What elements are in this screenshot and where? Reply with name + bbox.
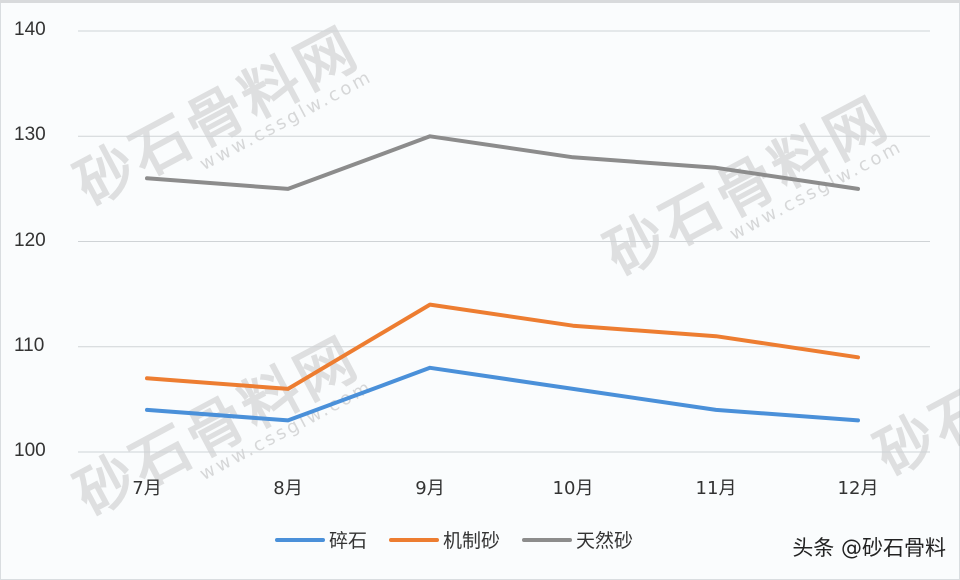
y-tick-label: 130: [14, 124, 46, 145]
y-tick-label: 110: [14, 335, 45, 356]
legend-item-natural-sand[interactable]: 天然砂: [522, 526, 633, 553]
x-tick-label: 9月: [415, 478, 445, 499]
y-tick-label: 120: [14, 230, 46, 251]
y-tick-label: 100: [14, 440, 46, 461]
series-line: [145, 302, 860, 391]
legend-swatch-icon: [275, 537, 325, 542]
legend-label: 碎石: [329, 530, 368, 552]
y-tick-label: 140: [14, 19, 46, 40]
source-credit: 头条 @砂石骨料: [792, 536, 946, 560]
chart-legend: 碎石 机制砂 天然砂: [275, 526, 633, 553]
series-line: [145, 365, 860, 423]
x-tick-label: 11月: [695, 478, 737, 499]
legend-label: 机制砂: [443, 530, 501, 552]
x-tick-label: 12月: [837, 478, 879, 499]
series-line: [145, 134, 860, 191]
x-tick-label: 7月: [132, 478, 162, 499]
legend-label: 天然砂: [576, 530, 634, 552]
x-tick-label: 8月: [273, 478, 303, 499]
top-border: [0, 0, 960, 3]
legend-swatch-icon: [389, 537, 440, 542]
legend-item-manufactured-sand[interactable]: 机制砂: [389, 526, 500, 553]
x-tick-label: 10月: [552, 478, 594, 499]
legend-item-crushed-stone[interactable]: 碎石: [275, 526, 367, 553]
legend-swatch-icon: [522, 537, 573, 542]
